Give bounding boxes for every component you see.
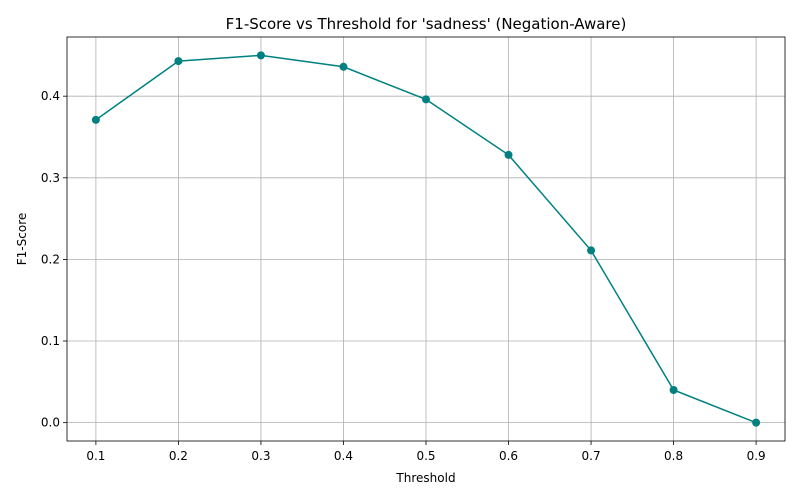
data-point: [752, 418, 761, 427]
y-tick-label: 0.2: [41, 252, 60, 266]
y-axis-label: F1-Score: [15, 213, 29, 265]
data-point: [256, 51, 265, 60]
x-axis-label: Threshold: [395, 471, 455, 485]
data-point: [422, 95, 430, 104]
data-point: [587, 246, 596, 255]
plot-frame: [66, 36, 786, 442]
data-point: [91, 115, 100, 124]
y-tick-label: 0.4: [41, 89, 60, 103]
x-tick-label: 0.4: [334, 449, 353, 463]
y-tick-label: 0.1: [41, 334, 60, 348]
data-point: [504, 150, 513, 159]
x-tick-label: 0.2: [169, 449, 188, 463]
x-tick-label: 0.9: [747, 449, 766, 463]
x-tick-label: 0.7: [582, 449, 601, 463]
y-tick-label: 0.0: [41, 416, 60, 430]
axis-ticks: 0.1 0.2 0.3 0.4 0.5 0.6 0.7 0.8 0.9 0.0 0.1 0.2 0.3 0…: [41, 89, 766, 463]
chart-title: F1-Score vs Threshold for 'sadness' (Neg…: [226, 15, 627, 33]
x-tick-label: 0.3: [251, 449, 270, 463]
data-point: [174, 57, 183, 66]
x-tick-label: 0.1: [86, 449, 105, 463]
y-tick-label: 0.3: [41, 171, 60, 185]
x-tick-label: 0.8: [664, 449, 683, 463]
x-tick-label: 0.5: [416, 449, 435, 463]
x-tick-label: 0.6: [499, 449, 518, 463]
data-point: [339, 62, 348, 71]
series-layer: [91, 51, 761, 427]
data-point: [669, 385, 678, 394]
